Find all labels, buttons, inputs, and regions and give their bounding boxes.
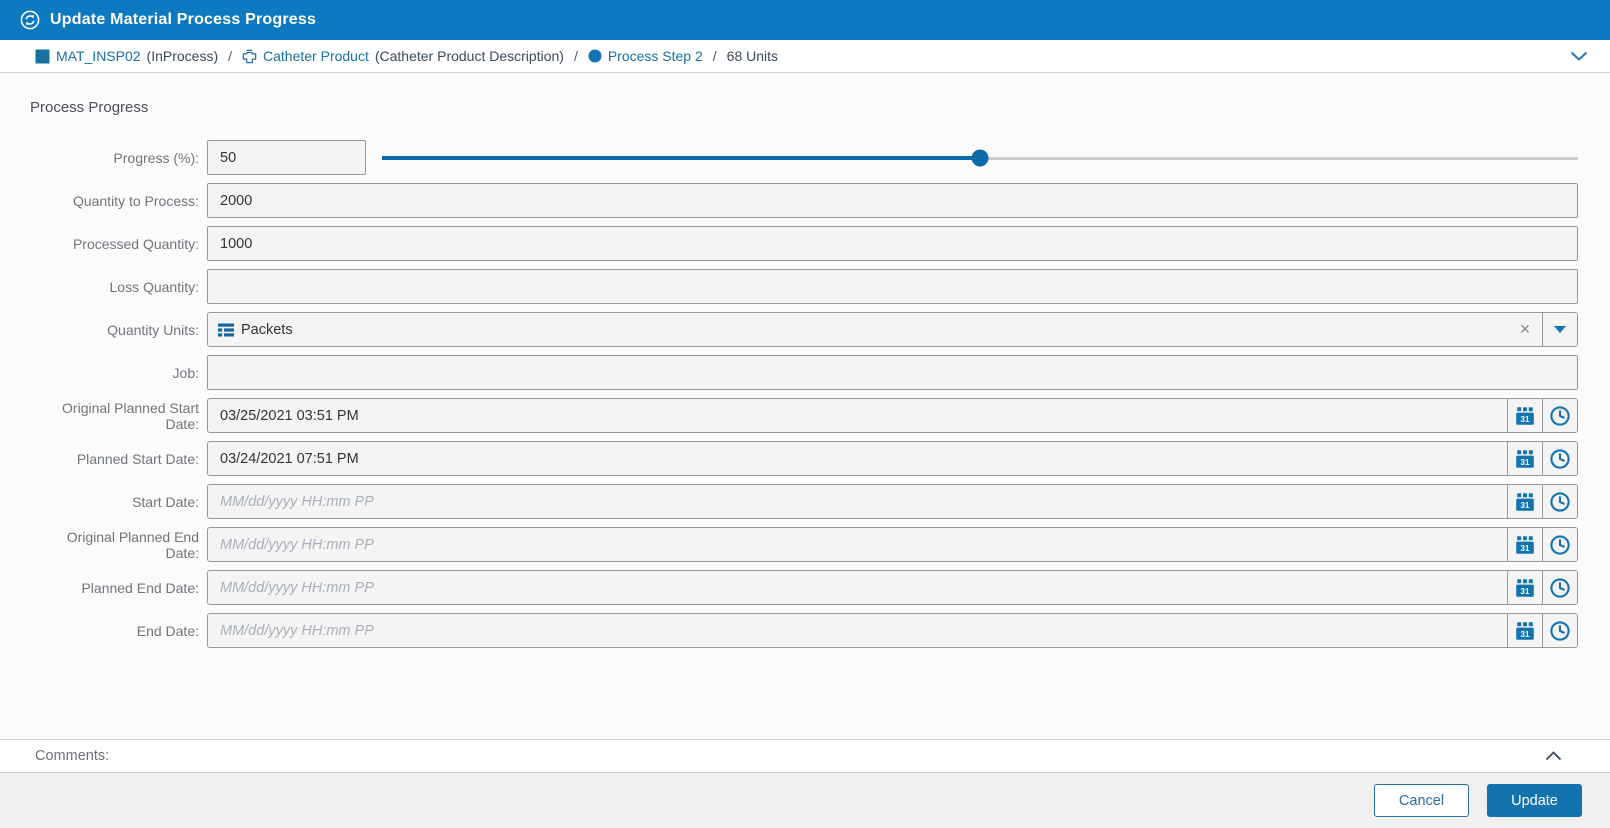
calendar-icon[interactable] — [1507, 614, 1542, 647]
breadcrumb-units: 68 Units — [727, 48, 778, 64]
clock-icon[interactable] — [1542, 614, 1577, 647]
end-date-field — [207, 613, 1578, 648]
dialog-header: Update Material Process Progress — [0, 0, 1610, 40]
breadcrumb-material: MAT_INSP02 (InProcess) — [35, 48, 218, 64]
calendar-icon[interactable] — [1507, 442, 1542, 475]
clock-icon[interactable] — [1542, 528, 1577, 561]
progress-row: Progress (%): — [30, 140, 1578, 175]
update-button[interactable]: Update — [1487, 784, 1582, 817]
chevron-up-icon[interactable] — [1545, 751, 1562, 761]
clock-icon[interactable] — [1542, 399, 1577, 432]
breadcrumb-separator: / — [712, 48, 717, 64]
breadcrumb-units-text: 68 Units — [726, 48, 779, 64]
quantity-units-value: Packets — [241, 321, 293, 338]
end-date-label: End Date: — [136, 622, 199, 639]
breadcrumb-product-detail: (Catheter Product Description) — [374, 48, 564, 64]
start-date-field — [207, 484, 1578, 519]
start-date-label: Start Date: — [132, 493, 199, 510]
section-title: Process Progress — [30, 99, 149, 116]
original-planned-start-date-row: Original Planned Start Date: — [30, 398, 1578, 433]
breadcrumb-process-step: Process Step 2 — [588, 48, 703, 64]
quantity-units-combobox[interactable]: Packets × — [207, 312, 1578, 347]
quantity-units-value-wrap: Packets — [208, 313, 1508, 346]
material-square-icon — [35, 49, 50, 64]
progress-slider-rest — [980, 156, 1578, 160]
planned-start-date-field — [207, 441, 1578, 476]
quantity-to-process-input[interactable] — [207, 183, 1578, 218]
clock-icon[interactable] — [1542, 571, 1577, 604]
dialog-footer: Cancel Update — [0, 772, 1610, 828]
end-date-row: End Date: — [30, 613, 1578, 648]
progress-label: Progress (%): — [113, 149, 199, 166]
breadcrumb-product-link[interactable]: Catheter Product — [263, 48, 369, 64]
sync-icon — [20, 10, 40, 30]
job-label: Job: — [172, 364, 199, 381]
quantity-to-process-row: Quantity to Process: — [30, 183, 1578, 218]
processed-quantity-label: Processed Quantity: — [72, 235, 199, 252]
original-planned-start-date-input[interactable] — [208, 399, 1507, 432]
comments-section-header[interactable]: Comments: — [0, 739, 1610, 772]
planned-end-date-input[interactable] — [208, 571, 1507, 604]
quantity-units-row: Quantity Units: Packets × — [30, 312, 1578, 347]
planned-end-date-row: Planned End Date: — [30, 570, 1578, 605]
units-list-icon — [218, 323, 234, 337]
calendar-icon[interactable] — [1507, 528, 1542, 561]
progress-slider[interactable] — [382, 140, 1578, 175]
calendar-icon[interactable] — [1507, 485, 1542, 518]
job-input[interactable] — [207, 355, 1578, 390]
breadcrumb-product: Catheter Product (Catheter Product Descr… — [242, 48, 564, 64]
quantity-to-process-label: Quantity to Process: — [72, 192, 199, 209]
calendar-icon[interactable] — [1507, 571, 1542, 604]
loss-quantity-label: Loss Quantity: — [109, 278, 200, 295]
planned-start-date-row: Planned Start Date: — [30, 441, 1578, 476]
dialog-title: Update Material Process Progress — [50, 11, 317, 28]
original-planned-start-date-label: Original Planned Start Date: — [62, 399, 199, 432]
breadcrumb-process-step-link[interactable]: Process Step 2 — [607, 48, 703, 64]
progress-slider-thumb[interactable] — [971, 149, 989, 167]
planned-end-date-field — [207, 570, 1578, 605]
process-step-icon — [588, 49, 602, 63]
original-planned-start-date-field — [207, 398, 1578, 433]
progress-input[interactable] — [207, 140, 366, 175]
comments-label: Comments: — [35, 748, 110, 764]
original-planned-end-date-input[interactable] — [208, 528, 1507, 561]
form-panel: Process Progress Progress (%): Quantity … — [0, 73, 1610, 739]
dropdown-arrow-icon — [1554, 326, 1566, 333]
calendar-icon[interactable] — [1507, 399, 1542, 432]
original-planned-end-date-row: Original Planned End Date: — [30, 527, 1578, 562]
chevron-down-icon[interactable] — [1570, 51, 1588, 62]
progress-slider-fill — [382, 156, 980, 160]
breadcrumb: MAT_INSP02 (InProcess) / Catheter Produc… — [0, 40, 1610, 73]
quantity-units-dropdown-button[interactable] — [1542, 313, 1577, 346]
planned-end-date-label: Planned End Date: — [81, 579, 199, 596]
processed-quantity-input[interactable] — [207, 226, 1578, 261]
breadcrumb-separator: / — [228, 48, 233, 64]
end-date-input[interactable] — [208, 614, 1507, 647]
processed-quantity-row: Processed Quantity: — [30, 226, 1578, 261]
planned-start-date-label: Planned Start Date: — [76, 450, 199, 467]
original-planned-end-date-field — [207, 527, 1578, 562]
clock-icon[interactable] — [1542, 442, 1577, 475]
clock-icon[interactable] — [1542, 485, 1577, 518]
breadcrumb-material-detail: (InProcess) — [146, 48, 219, 64]
start-date-row: Start Date: — [30, 484, 1578, 519]
clear-icon[interactable]: × — [1508, 313, 1542, 346]
start-date-input[interactable] — [208, 485, 1507, 518]
breadcrumb-separator: / — [573, 48, 578, 64]
loss-quantity-input[interactable] — [207, 269, 1578, 304]
breadcrumb-material-link[interactable]: MAT_INSP02 — [56, 48, 141, 64]
product-icon — [242, 49, 257, 64]
planned-start-date-input[interactable] — [208, 442, 1507, 475]
loss-quantity-row: Loss Quantity: — [30, 269, 1578, 304]
original-planned-end-date-label: Original Planned End Date: — [66, 528, 199, 561]
quantity-units-label: Quantity Units: — [107, 321, 199, 338]
job-row: Job: — [30, 355, 1578, 390]
cancel-button[interactable]: Cancel — [1374, 784, 1469, 817]
